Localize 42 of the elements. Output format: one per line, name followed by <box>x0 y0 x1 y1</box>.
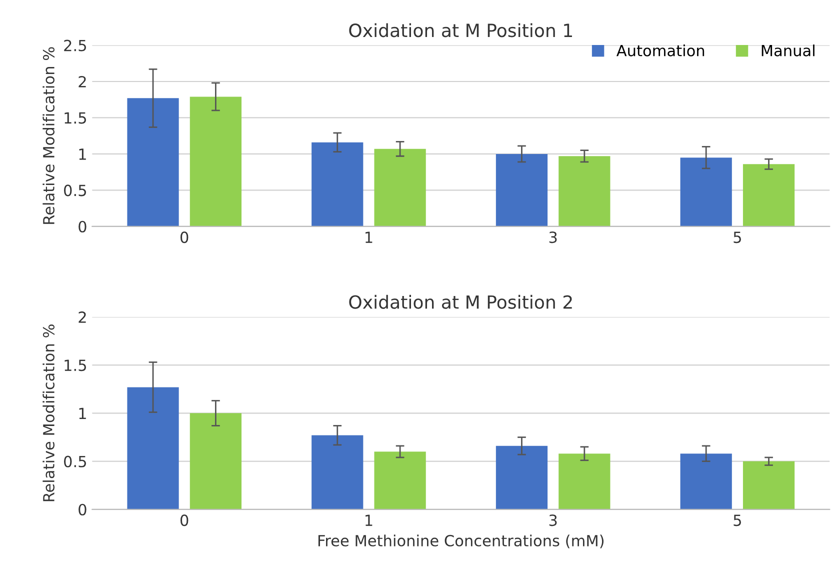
x-tick-label: 1 <box>366 232 372 243</box>
bar <box>496 154 548 226</box>
bar <box>374 148 426 226</box>
y-tick-label: 0 <box>78 504 86 516</box>
x-tick-label: 1 <box>366 514 372 526</box>
x-tick-label: 3 <box>549 232 557 244</box>
y-tick-label: 0.5 <box>64 456 86 468</box>
y-tick-label: 0.5 <box>64 184 86 196</box>
bar <box>680 158 732 226</box>
y-tick-label: 1.5 <box>64 112 86 124</box>
y-tick-label: 0 <box>78 220 86 232</box>
y-tick-label: 2 <box>78 311 86 323</box>
y-tick-label: 1 <box>79 408 86 419</box>
bar <box>496 446 548 510</box>
bar <box>374 452 426 510</box>
bar <box>558 454 610 510</box>
y-axis-title: Relative Modification % <box>42 324 55 502</box>
y-tick-label: 1 <box>79 148 86 160</box>
y-axis-title: Relative Modification % <box>42 47 55 224</box>
bar <box>742 461 795 510</box>
bar <box>742 164 795 226</box>
y-tick-label: 2 <box>78 76 86 88</box>
y-tick-label: 2.5 <box>64 40 86 52</box>
legend-label: Manual <box>762 44 814 56</box>
chart-title: Oxidation at M Position 2 <box>349 294 572 309</box>
x-tick-label: 5 <box>734 514 741 526</box>
bar <box>190 96 242 226</box>
bar <box>558 156 610 226</box>
bar <box>127 98 179 226</box>
legend-label: Automation <box>616 44 704 56</box>
x-tick-label: 3 <box>549 514 557 526</box>
bar <box>127 387 179 510</box>
chart-title: Oxidation at M Position 1 <box>349 23 572 38</box>
bar <box>312 142 364 226</box>
bar <box>312 435 364 510</box>
x-tick-label: 5 <box>734 232 741 244</box>
x-tick-label: 0 <box>180 514 188 526</box>
bar <box>680 454 732 510</box>
bar <box>190 413 242 510</box>
y-tick-label: 1.5 <box>64 360 86 372</box>
x-tick-label: 0 <box>180 232 188 244</box>
x-axis-title: Free Methionine Concentrations (mM) <box>318 534 604 548</box>
